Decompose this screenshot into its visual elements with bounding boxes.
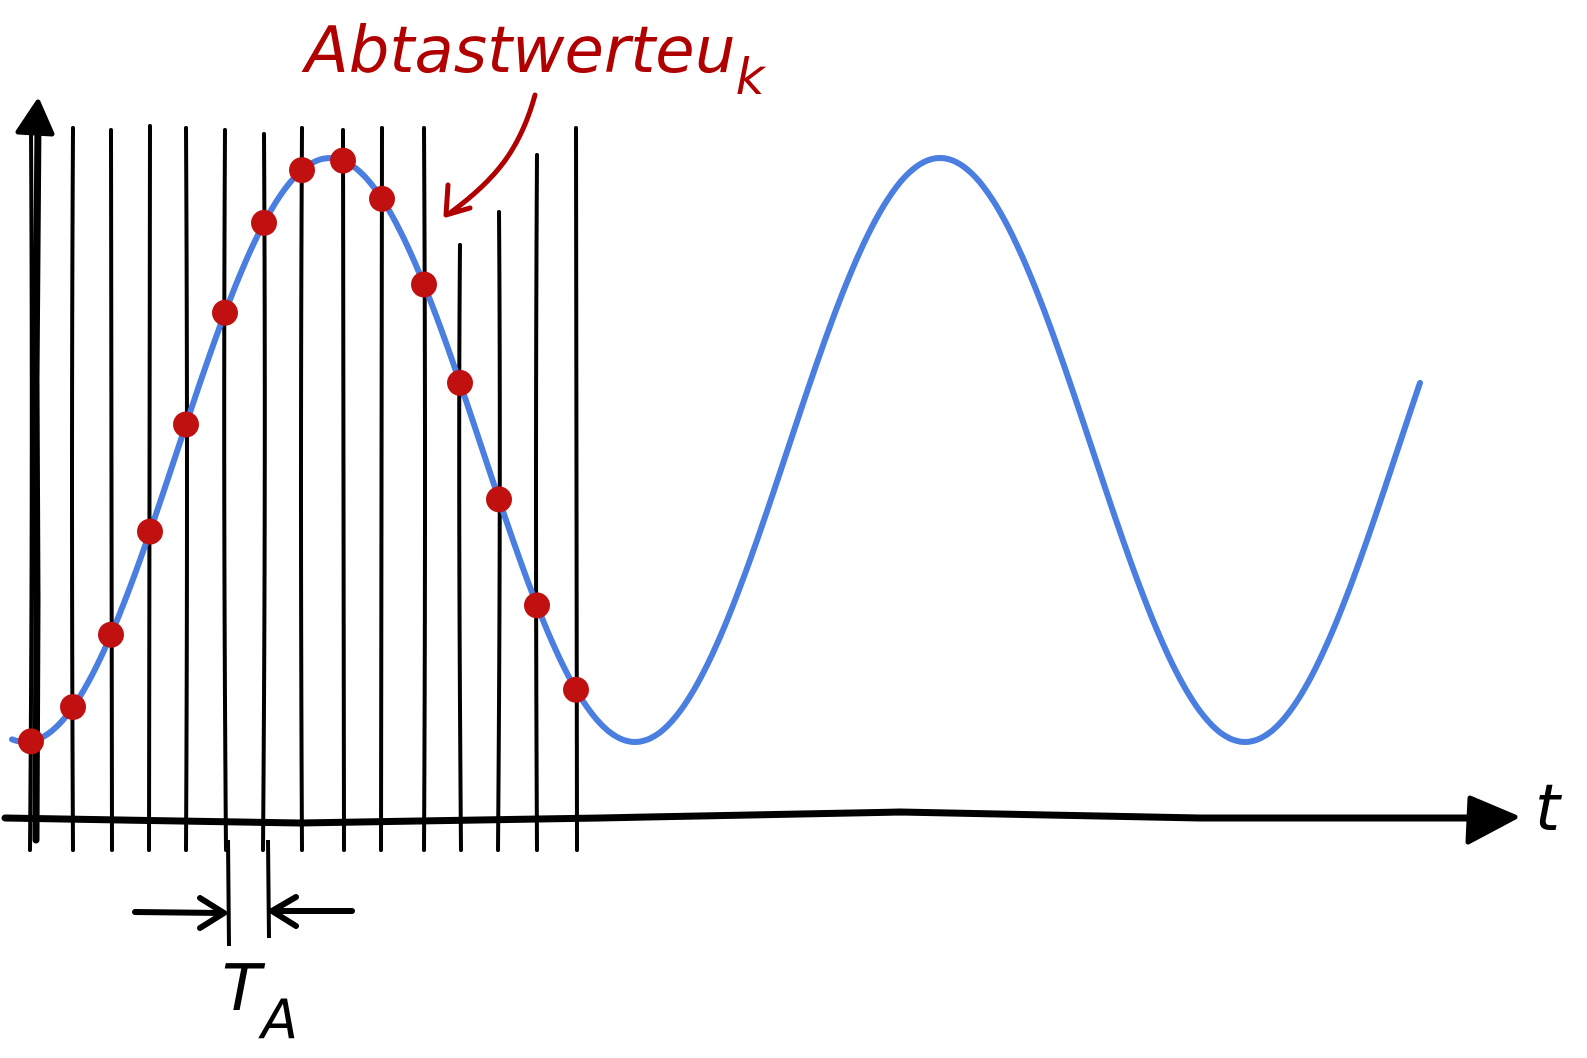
sampling-line (222, 128, 228, 852)
annotation-arrow-shaft (447, 92, 538, 216)
sampling-line (184, 126, 189, 852)
sampling-period-marker: TA (132, 839, 355, 1051)
sample-dot (289, 157, 315, 184)
time-axis-arrowhead (1465, 795, 1518, 845)
time-axis: t (1, 772, 1563, 846)
vertical-axis-arrowhead (15, 99, 55, 137)
sample-dot (563, 676, 589, 703)
period-arrow-left (132, 909, 225, 916)
signal-curve (9, 155, 1423, 745)
samples-symbol-main: u (695, 14, 736, 88)
sample-dot (173, 411, 199, 438)
vertical-axis-line (32, 116, 42, 844)
sample-dot (447, 369, 473, 396)
sample-dot (18, 728, 44, 755)
annotation-arrow (443, 92, 538, 218)
period-label-sub: A (258, 988, 298, 1051)
annotation-arrow-head (443, 182, 473, 218)
period-arrowhead-right (269, 894, 299, 929)
sampling-line (574, 126, 580, 852)
sampling-line (341, 128, 347, 852)
sample-dot (212, 299, 238, 326)
sampling-line (422, 126, 427, 852)
sample-dot (60, 694, 86, 720)
vertical-axis (15, 99, 55, 844)
sample-dot (251, 209, 277, 236)
sampling-line (496, 210, 502, 852)
sample-dot (524, 592, 550, 619)
sampling-line (146, 124, 152, 852)
time-axis-label: t (1535, 772, 1563, 846)
period-label: TA (222, 952, 298, 1051)
sampling-line (378, 126, 384, 852)
period-arrowhead-left (197, 895, 227, 931)
sampling-line (299, 126, 304, 852)
period-extension-right (266, 839, 271, 939)
sampling-line (70, 126, 75, 852)
sampling-line (534, 153, 539, 852)
sample-dots (18, 147, 589, 755)
sampling-line (457, 243, 463, 852)
samples-symbol-sub: k (736, 48, 767, 106)
sample-dot (486, 486, 512, 513)
sample-dot (98, 621, 124, 648)
samples-symbol: uk (695, 14, 767, 106)
sample-dot (411, 271, 437, 298)
sampling-line (109, 128, 115, 852)
samples-label: Abtastwerte (301, 14, 695, 88)
period-label-main: T (222, 952, 266, 1026)
sample-dot (137, 518, 163, 545)
sample-dot (330, 147, 356, 174)
sampling-line (261, 132, 267, 852)
sample-dot (369, 185, 395, 212)
period-extension-left (226, 839, 231, 947)
time-axis-line (1, 808, 1494, 827)
